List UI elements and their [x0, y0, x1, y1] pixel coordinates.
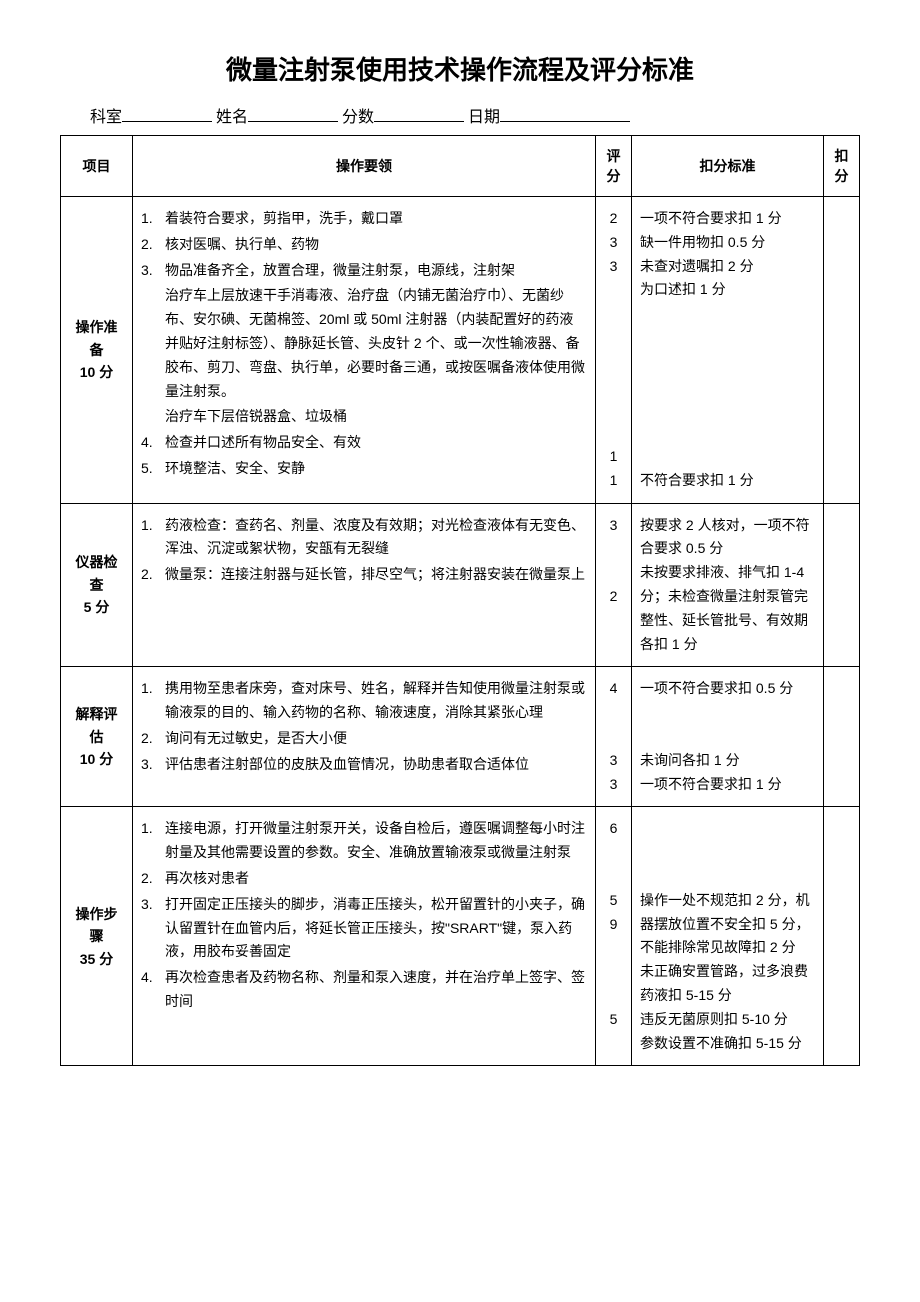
deduction-cell: 一项不符合要求扣 0.5 分 未询问各扣 1 分 一项不符合要求扣 1 分	[632, 667, 824, 807]
list-item: 打开固定正压接头的脚步，消毒正压接头，松开留置针的小夹子，确认留置针在血管内后，…	[141, 893, 587, 964]
date-label: 日期	[468, 103, 500, 127]
project-score: 35 分	[69, 948, 124, 970]
list-item: 着装符合要求，剪指甲，洗手，戴口罩	[141, 207, 587, 231]
essentials-cell: 着装符合要求，剪指甲，洗手，戴口罩 核对医嘱、执行单、药物 物品准备齐全，放置合…	[133, 197, 596, 504]
col-deduction-standard: 扣分标准	[632, 136, 824, 197]
point-value: 5	[604, 1008, 623, 1032]
score-label: 分数	[342, 103, 374, 127]
point-value: 3	[604, 773, 623, 797]
point-value: 3	[604, 231, 623, 255]
point-value: 3	[604, 514, 623, 538]
date-field: 日期	[468, 103, 630, 127]
dept-field: 科室	[90, 103, 212, 127]
header-fields: 科室 姓名 分数 日期	[60, 103, 860, 127]
project-cell: 操作步骤 35 分	[61, 807, 133, 1066]
project-title: 仪器检查	[69, 551, 124, 596]
essentials-cell: 连接电源，打开微量注射泵开关，设备自检后，遵医嘱调整每小时注射量及其他需要设置的…	[133, 807, 596, 1066]
col-deduction: 扣分	[824, 136, 860, 197]
deduction-cell: 一项不符合要求扣 1 分 缺一件用物扣 0.5 分 未查对遗嘱扣 2 分 为口述…	[632, 197, 824, 504]
deduction-item: 未正确安置管路，过多浪费药液扣 5-15 分	[640, 960, 815, 1008]
list-item: 物品准备齐全，放置合理，微量注射泵，电源线，注射架	[141, 259, 587, 283]
name-field: 姓名	[216, 103, 338, 127]
deduction-item: 未询问各扣 1 分	[640, 749, 815, 773]
point-value: 1	[604, 469, 623, 493]
project-cell: 解释评估 10 分	[61, 667, 133, 807]
list-item: 微量泵：连接注射器与延长管，排尽空气；将注射器安装在微量泵上	[141, 563, 587, 587]
project-score: 10 分	[69, 748, 124, 770]
points-cell: 2 3 3 1 1	[596, 197, 632, 504]
deduction-item: 为口述扣 1 分	[640, 278, 815, 302]
project-title: 操作准备	[69, 316, 124, 361]
deduction-item: 按要求 2 人核对，一项不符合要求 0.5 分	[640, 514, 815, 562]
deduction-item: 未按要求排液、排气扣 1-4 分；未检查微量注射泵管完整性、延长管批号、有效期各…	[640, 561, 815, 656]
deduction-item: 操作一处不规范扣 2 分，机器摆放位置不安全扣 5 分，不能排除常见故障扣 2 …	[640, 889, 815, 960]
table-row: 操作准备 10 分 着装符合要求，剪指甲，洗手，戴口罩 核对医嘱、执行单、药物 …	[61, 197, 860, 504]
project-title: 解释评估	[69, 703, 124, 748]
point-value: 1	[604, 445, 623, 469]
table-row: 解释评估 10 分 携用物至患者床旁，查对床号、姓名，解释并告知使用微量注射泵或…	[61, 667, 860, 807]
deduction-item: 一项不符合要求扣 1 分	[640, 773, 815, 797]
list-item: 药液检查：查药名、剂量、浓度及有效期；对光检查液体有无变色、浑浊、沉淀或絮状物，…	[141, 514, 587, 562]
point-value: 9	[604, 913, 623, 937]
point-value: 2	[604, 585, 623, 609]
project-score: 10 分	[69, 361, 124, 383]
project-score: 5 分	[69, 596, 124, 618]
name-label: 姓名	[216, 103, 248, 127]
deduction-cell: 按要求 2 人核对，一项不符合要求 0.5 分 未按要求排液、排气扣 1-4 分…	[632, 503, 824, 667]
sub-item: 治疗车下层倍锐器盒、垃圾桶	[141, 405, 587, 429]
point-value: 5	[604, 889, 623, 913]
deduction-item: 参数设置不准确扣 5-15 分	[640, 1032, 815, 1056]
deduction-item: 未查对遗嘱扣 2 分	[640, 255, 815, 279]
score-underline	[374, 104, 464, 122]
list-item: 连接电源，打开微量注射泵开关，设备自检后，遵医嘱调整每小时注射量及其他需要设置的…	[141, 817, 587, 865]
essentials-cell: 药液检查：查药名、剂量、浓度及有效期；对光检查液体有无变色、浑浊、沉淀或絮状物，…	[133, 503, 596, 667]
list-item: 检查并口述所有物品安全、有效	[141, 431, 587, 455]
deduction-value-cell	[824, 667, 860, 807]
point-value: 2	[604, 207, 623, 231]
points-cell: 6 5 9 5	[596, 807, 632, 1066]
point-value: 4	[604, 677, 623, 701]
col-points: 评分	[596, 136, 632, 197]
list-item: 评估患者注射部位的皮肤及血管情况，协助患者取合适体位	[141, 753, 587, 777]
col-essentials: 操作要领	[133, 136, 596, 197]
name-underline	[248, 104, 338, 122]
dept-underline	[122, 104, 212, 122]
list-item: 携用物至患者床旁，查对床号、姓名，解释并告知使用微量注射泵或输液泵的目的、输入药…	[141, 677, 587, 725]
table-row: 仪器检查 5 分 药液检查：查药名、剂量、浓度及有效期；对光检查液体有无变色、浑…	[61, 503, 860, 667]
deduction-value-cell	[824, 807, 860, 1066]
table-row: 操作步骤 35 分 连接电源，打开微量注射泵开关，设备自检后，遵医嘱调整每小时注…	[61, 807, 860, 1066]
table-header-row: 项目 操作要领 评分 扣分标准 扣分	[61, 136, 860, 197]
deduction-value-cell	[824, 503, 860, 667]
date-underline	[500, 104, 630, 122]
deduction-cell: 操作一处不规范扣 2 分，机器摆放位置不安全扣 5 分，不能排除常见故障扣 2 …	[632, 807, 824, 1066]
deduction-value-cell	[824, 197, 860, 504]
project-title: 操作步骤	[69, 903, 124, 948]
points-cell: 3 2	[596, 503, 632, 667]
list-item: 再次核对患者	[141, 867, 587, 891]
deduction-item: 缺一件用物扣 0.5 分	[640, 231, 815, 255]
point-value: 6	[604, 817, 623, 841]
essentials-cell: 携用物至患者床旁，查对床号、姓名，解释并告知使用微量注射泵或输液泵的目的、输入药…	[133, 667, 596, 807]
project-cell: 仪器检查 5 分	[61, 503, 133, 667]
list-item: 环境整洁、安全、安静	[141, 457, 587, 481]
point-value: 3	[604, 255, 623, 279]
dept-label: 科室	[90, 103, 122, 127]
scoring-table: 项目 操作要领 评分 扣分标准 扣分 操作准备 10 分 着装符合要求，剪指甲，…	[60, 135, 860, 1066]
deduction-item: 一项不符合要求扣 1 分	[640, 207, 815, 231]
list-item: 核对医嘱、执行单、药物	[141, 233, 587, 257]
list-item: 再次检查患者及药物名称、剂量和泵入速度，并在治疗单上签字、签时间	[141, 966, 587, 1014]
list-item: 询问有无过敏史，是否大小便	[141, 727, 587, 751]
score-field: 分数	[342, 103, 464, 127]
sub-item: 治疗车上层放速干手消毒液、治疗盘（内铺无菌治疗巾）、无菌纱布、安尔碘、无菌棉签、…	[141, 284, 587, 403]
deduction-item: 不符合要求扣 1 分	[640, 469, 815, 493]
deduction-item: 违反无菌原则扣 5-10 分	[640, 1008, 815, 1032]
col-project: 项目	[61, 136, 133, 197]
point-value: 3	[604, 749, 623, 773]
page-title: 微量注射泵使用技术操作流程及评分标准	[60, 50, 860, 87]
deduction-item: 一项不符合要求扣 0.5 分	[640, 677, 815, 701]
points-cell: 4 3 3	[596, 667, 632, 807]
project-cell: 操作准备 10 分	[61, 197, 133, 504]
